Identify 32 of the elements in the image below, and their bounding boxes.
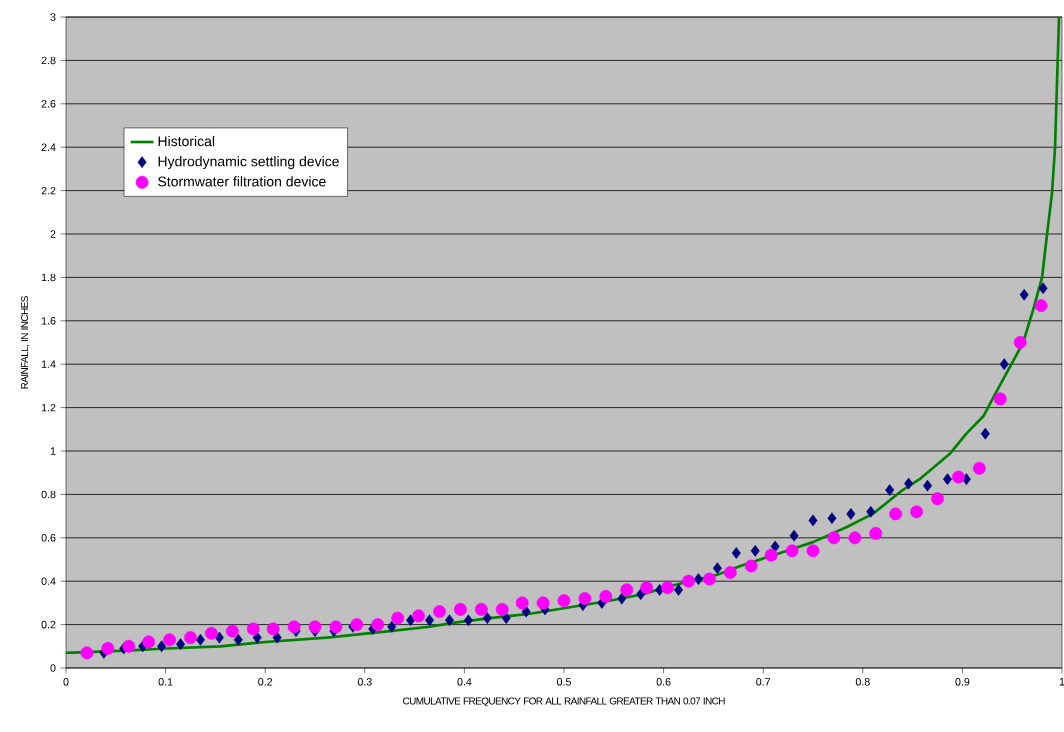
x-tick-label: 0.7 (756, 678, 771, 686)
x-tick-label: 0 (63, 678, 69, 686)
y-tick-label: 2.2 (41, 186, 56, 195)
x-tick-label: 0.4 (457, 678, 472, 686)
x-tick-label: 0.8 (855, 678, 870, 686)
y-tick-label: 3 (50, 13, 56, 21)
y-tick-label: 1.2 (41, 403, 56, 412)
x-tick-label: 1 (1059, 678, 1064, 686)
y-tick-label: 2 (50, 230, 56, 238)
y-tick-label: 1.8 (41, 273, 56, 282)
y-tick-label: 2.6 (41, 100, 56, 108)
x-axis-title: CUMULATIVE FREQUENCY FOR ALL RAINFALL GREATER THAN 0.07 INCH (403, 697, 725, 707)
legend-label: Historical (158, 135, 215, 147)
x-tick-label: 0.5 (557, 678, 571, 686)
x-tick-label: 0.6 (656, 678, 671, 686)
legend-label: Hydrodynamic settling device (158, 156, 339, 170)
y-tick-label: 2.8 (41, 56, 56, 65)
y-tick-label: 0.2 (41, 620, 56, 629)
y-axis-title: RAINFALL, IN INCHES (21, 296, 30, 389)
x-tick-label: 0.9 (955, 678, 970, 686)
x-tick-label: 0.1 (158, 678, 173, 686)
y-tick-label: 0.4 (41, 577, 56, 585)
y-tick-label: 1 (50, 447, 56, 455)
y-tick-label: 0.8 (41, 490, 56, 499)
legend-label: Stormwater filtration device (158, 176, 326, 187)
y-tick-label: 0.6 (41, 534, 56, 542)
x-tick-label: 0.2 (258, 678, 273, 686)
x-tick-label: 0.3 (357, 678, 372, 686)
y-tick-label: 1.4 (41, 360, 56, 368)
y-tick-label: 2.4 (41, 143, 56, 151)
y-tick-label: 1.6 (41, 317, 56, 325)
y-tick-label: 0 (50, 664, 56, 672)
